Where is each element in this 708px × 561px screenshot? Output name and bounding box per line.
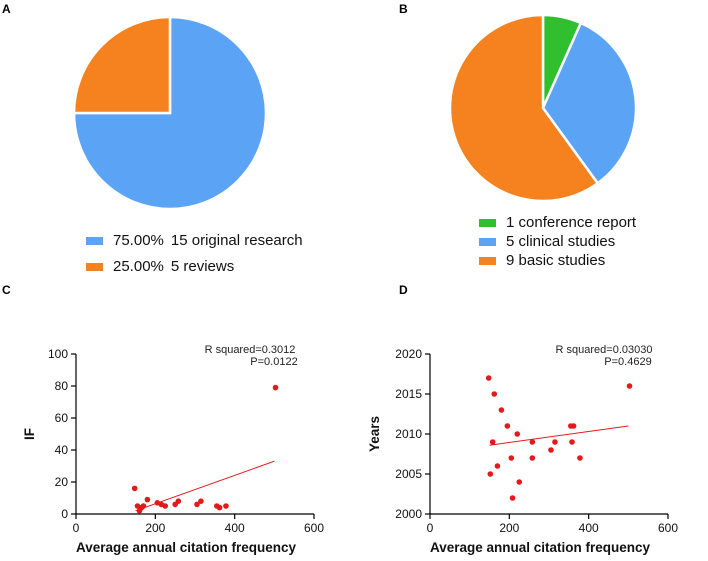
y-tick-label: 20 bbox=[55, 475, 69, 489]
x-tick-label: 400 bbox=[225, 521, 245, 535]
legend-item-conference-report: 1 conference report bbox=[479, 213, 636, 232]
legend-a: 75.00% 15 original research 25.00% 5 rev… bbox=[86, 231, 303, 276]
y-tick-label: 60 bbox=[55, 411, 69, 425]
stats-annotation: R squared=0.03030 bbox=[556, 344, 653, 356]
data-point bbox=[131, 485, 138, 492]
pie-slice-1 bbox=[541, 21, 638, 185]
legend-swatch bbox=[479, 237, 496, 246]
x-tick-label: 600 bbox=[304, 521, 324, 535]
data-point bbox=[529, 455, 536, 461]
data-point bbox=[552, 439, 558, 445]
data-point bbox=[140, 503, 147, 509]
data-point bbox=[514, 431, 521, 437]
panel-label-d: D bbox=[399, 283, 408, 297]
x-axis-label: Average annual citation frequency bbox=[430, 540, 651, 555]
legend-swatch bbox=[479, 256, 496, 265]
pie-slice-0 bbox=[72, 15, 268, 211]
data-point bbox=[509, 495, 516, 501]
data-point bbox=[577, 455, 583, 461]
data-point bbox=[216, 504, 223, 511]
legend-item-reviews: 25.00% 5 reviews bbox=[86, 257, 303, 276]
data-point bbox=[626, 383, 633, 389]
pie-slice-1 bbox=[72, 15, 172, 115]
stats-annotation: R squared=0.3012 bbox=[205, 344, 296, 356]
data-point bbox=[162, 503, 169, 509]
x-tick-label: 200 bbox=[145, 521, 165, 535]
data-point bbox=[570, 423, 577, 429]
legend-swatch bbox=[479, 218, 496, 227]
y-tick-label: 100 bbox=[48, 347, 68, 361]
data-point bbox=[516, 479, 523, 485]
y-tick-label: 40 bbox=[55, 443, 69, 457]
x-tick-label: 400 bbox=[579, 521, 599, 535]
data-point bbox=[194, 501, 200, 508]
legend-b: 1 conference report 5 clinical studies 9… bbox=[479, 213, 636, 270]
x-axis-label: Average annual citation frequency bbox=[76, 540, 297, 555]
y-tick-label: 2000 bbox=[395, 507, 422, 521]
x-tick-label: 200 bbox=[499, 521, 519, 535]
data-point bbox=[498, 407, 505, 413]
regression-line bbox=[489, 425, 629, 446]
y-tick-label: 2010 bbox=[395, 427, 422, 441]
stats-annotation: P=0.4629 bbox=[604, 356, 651, 368]
legend-item-clinical-studies: 5 clinical studies bbox=[479, 232, 636, 251]
legend-percent: 75.00% bbox=[113, 232, 164, 249]
y-tick-label: 0 bbox=[61, 507, 68, 521]
data-point bbox=[504, 423, 511, 429]
stats-annotation: P=0.0122 bbox=[250, 356, 297, 368]
data-point bbox=[529, 439, 536, 445]
x-tick-label: 0 bbox=[73, 521, 80, 535]
legend-item-original-research: 75.00% 15 original research bbox=[86, 231, 303, 250]
legend-label: 9 basic studies bbox=[506, 252, 606, 269]
data-point bbox=[569, 439, 575, 445]
panel-label-a: A bbox=[2, 2, 11, 16]
pie-chart-b bbox=[448, 13, 638, 203]
data-point bbox=[144, 496, 151, 503]
data-point bbox=[272, 384, 279, 391]
data-point bbox=[494, 463, 501, 469]
data-point bbox=[489, 439, 496, 445]
panel-label-c: C bbox=[2, 283, 11, 297]
y-tick-label: 2015 bbox=[395, 387, 422, 401]
legend-label: 5 reviews bbox=[170, 258, 235, 275]
y-tick-label: 2020 bbox=[395, 347, 422, 361]
data-point bbox=[491, 391, 498, 397]
legend-label: 1 conference report bbox=[506, 214, 637, 231]
legend-percent: 25.00% bbox=[113, 258, 164, 275]
data-point bbox=[485, 375, 492, 381]
legend-label: 5 clinical studies bbox=[506, 233, 616, 250]
y-tick-label: 80 bbox=[55, 379, 69, 393]
panel-label-b: B bbox=[399, 2, 408, 16]
data-point bbox=[487, 471, 494, 477]
data-point bbox=[198, 498, 204, 504]
data-point bbox=[223, 503, 229, 509]
x-tick-label: 600 bbox=[658, 521, 678, 535]
pie-slice-2 bbox=[448, 13, 600, 203]
scatter-chart-d: 2000 2005 2010 2015 2020 0 200 400 600 Average an… bbox=[367, 344, 678, 555]
data-point bbox=[175, 498, 182, 504]
y-axis-label: Years bbox=[367, 416, 382, 452]
y-axis-label: IF bbox=[22, 428, 37, 440]
data-point bbox=[548, 447, 554, 453]
x-tick-label: 0 bbox=[427, 521, 434, 535]
scatter-chart-c: 0 20 40 60 80 100 0 200 400 600 Average annual cit… bbox=[22, 344, 324, 555]
legend-item-basic-studies: 9 basic studies bbox=[479, 251, 636, 270]
y-tick-label: 2005 bbox=[395, 467, 422, 481]
legend-label: 15 original research bbox=[170, 232, 303, 249]
pie-chart-a bbox=[72, 15, 268, 211]
data-point bbox=[508, 455, 515, 461]
legend-swatch bbox=[86, 236, 103, 245]
legend-swatch bbox=[86, 262, 103, 271]
